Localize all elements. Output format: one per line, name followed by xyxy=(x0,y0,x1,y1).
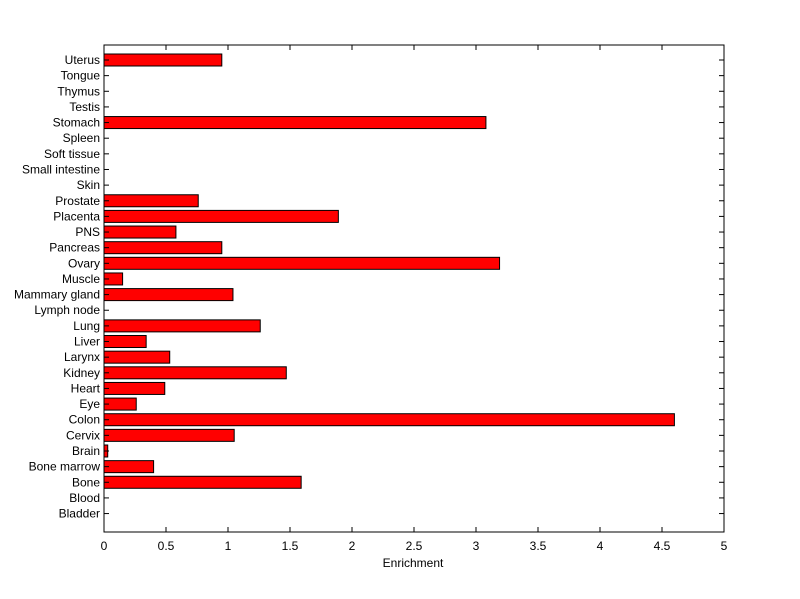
x-tick-label: 0.5 xyxy=(158,539,175,553)
x-tick-label: 4.5 xyxy=(654,539,671,553)
x-tick-label: 2.5 xyxy=(406,539,423,553)
bar-prostate xyxy=(103,194,199,208)
x-tick-label: 3 xyxy=(473,539,480,553)
bar-bone xyxy=(103,475,302,489)
y-tick-label-small-intestine: Small intestine xyxy=(22,162,100,176)
y-tick-label-uterus: Uterus xyxy=(65,53,100,67)
y-tick-label-spleen: Spleen xyxy=(63,131,100,145)
y-tick-label-thymus: Thymus xyxy=(57,84,100,98)
bar-bone-marrow xyxy=(103,460,155,474)
bar-cervix xyxy=(103,428,235,442)
y-tick-label-cervix: Cervix xyxy=(66,428,100,442)
y-tick-label-skin: Skin xyxy=(77,178,100,192)
y-tick-label-lung: Lung xyxy=(73,319,100,333)
bar-pns xyxy=(103,225,177,239)
bar-pancreas xyxy=(103,241,223,255)
bars-group xyxy=(103,53,675,489)
bar-ovary xyxy=(103,256,501,270)
bar-kidney xyxy=(103,366,287,380)
y-tick-label-prostate: Prostate xyxy=(55,194,100,208)
y-tick-label-stomach: Stomach xyxy=(53,116,100,130)
y-tick-label-pancreas: Pancreas xyxy=(49,241,100,255)
bar-placenta xyxy=(103,209,339,223)
bar-lung xyxy=(103,319,261,333)
y-tick-label-lymph-node: Lymph node xyxy=(34,303,100,317)
y-tick-label-ovary: Ovary xyxy=(68,256,100,270)
y-tick-label-eye: Eye xyxy=(79,397,100,411)
y-tick-label-muscle: Muscle xyxy=(62,272,100,286)
bar-colon xyxy=(103,413,675,427)
x-axis: 0 0.5 1 1.5 2 2.5 3 3.5 4 4.5 5 xyxy=(101,45,728,553)
y-tick-label-larynx: Larynx xyxy=(64,350,100,364)
x-tick-label: 3.5 xyxy=(530,539,547,553)
y-tick-label-kidney: Kidney xyxy=(63,366,100,380)
bar-liver xyxy=(103,335,147,349)
y-tick-label-soft-tissue: Soft tissue xyxy=(44,147,100,161)
bar-uterus xyxy=(103,53,223,67)
y-tick-label-bone: Bone xyxy=(72,475,100,489)
x-tick-label: 1.5 xyxy=(282,539,299,553)
y-tick-label-pns: PNS xyxy=(75,225,100,239)
y-tick-label-mammary-gland: Mammary gland xyxy=(14,288,100,302)
x-tick-label: 5 xyxy=(721,539,728,553)
x-tick-label: 2 xyxy=(349,539,356,553)
y-tick-label-tongue: Tongue xyxy=(61,69,101,83)
y-tick-label-bladder: Bladder xyxy=(59,507,100,521)
y-tick-label-colon: Colon xyxy=(69,413,100,427)
y-tick-label-bone-marrow: Bone marrow xyxy=(29,460,101,474)
y-tick-label-blood: Blood xyxy=(69,491,100,505)
bar-heart xyxy=(103,381,166,395)
y-tick-label-brain: Brain xyxy=(72,444,100,458)
x-axis-label: Enrichment xyxy=(383,556,444,570)
x-tick-label: 0 xyxy=(101,539,108,553)
bar-larynx xyxy=(103,350,171,364)
bar-mammary-gland xyxy=(103,288,234,302)
y-tick-label-placenta: Placenta xyxy=(53,209,100,223)
bar-stomach xyxy=(103,116,487,130)
y-tick-label-liver: Liver xyxy=(74,335,100,349)
x-tick-label: 1 xyxy=(225,539,232,553)
y-tick-label-testis: Testis xyxy=(69,100,100,114)
y-tick-label-heart: Heart xyxy=(71,381,101,395)
x-tick-label: 4 xyxy=(597,539,604,553)
